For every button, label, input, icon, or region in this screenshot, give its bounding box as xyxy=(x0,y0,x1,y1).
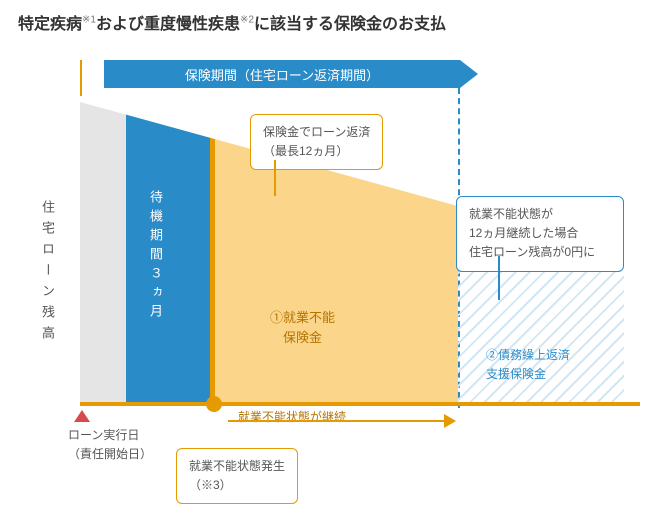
callout-repayment-1: 保険金でローン返済 xyxy=(263,125,370,139)
occurrence-label-2: （※3） xyxy=(189,478,232,492)
benefit-label-1: ①就業不能 xyxy=(270,310,335,325)
page-title: 特定疾病※1および重度慢性疾患※2に該当する保険金のお支払 xyxy=(18,10,628,34)
period-arrow-head xyxy=(460,60,478,88)
callout-repayment-2: （最長12ヵ月） xyxy=(263,144,348,158)
region-benefit-edge xyxy=(210,102,215,402)
title-sup1: ※1 xyxy=(82,15,96,26)
origin-label-2: （責任開始日） xyxy=(68,447,152,461)
occurrence-leader xyxy=(80,60,82,96)
payoff-label-1: ②債務繰上返済 xyxy=(486,348,570,362)
callout-zero-balance: 就業不能状態が 12ヵ月継続した場合 住宅ローン残高が0円に xyxy=(456,196,624,272)
occurrence-label-1: 就業不能状態発生 xyxy=(189,459,285,473)
payoff-region-label: ②債務繰上返済 支援保険金 xyxy=(486,346,570,384)
callout-occurrence: 就業不能状態発生 （※3） xyxy=(176,448,298,504)
region-waiting xyxy=(126,102,210,402)
period-bar-label: 保険期間（住宅ローン返済期間） xyxy=(185,65,379,84)
callout-repayment-leader xyxy=(274,160,276,196)
period-bar: 保険期間（住宅ローン返済期間） xyxy=(104,60,460,88)
origin-marker-icon xyxy=(74,410,90,422)
benefit-region-label: ①就業不能 保険金 xyxy=(270,308,335,347)
chart-area: 保険期間（住宅ローン返済期間） 住宅ローン残高 待機期間３ヵ月 ①就業不能 保険… xyxy=(80,60,625,480)
callout-repayment: 保険金でローン返済 （最長12ヵ月） xyxy=(250,114,383,170)
title-suffix: に該当する保険金のお支払 xyxy=(254,16,446,33)
page: 特定疾病※1および重度慢性疾患※2に該当する保険金のお支払 保険期間（住宅ローン… xyxy=(0,0,646,507)
callout-zero-3: 住宅ローン残高が0円に xyxy=(469,245,595,259)
payoff-label-2: 支援保険金 xyxy=(486,367,546,381)
origin-label-1: ローン実行日 xyxy=(68,428,139,442)
event-occurrence-dot xyxy=(206,396,222,412)
origin-label: ローン実行日 （責任開始日） xyxy=(68,426,152,464)
x-axis-baseline xyxy=(80,402,640,406)
waiting-period-label: 待機期間３ヵ月 xyxy=(146,190,165,323)
continuing-arrow-head xyxy=(444,414,456,428)
callout-zero-2: 12ヵ月継続した場合 xyxy=(469,226,578,240)
y-axis-label: 住宅ローン残高 xyxy=(38,200,57,347)
continuing-arrow-line xyxy=(228,420,444,422)
callout-zero-1: 就業不能状態が xyxy=(469,207,553,221)
title-sup2: ※2 xyxy=(240,15,254,26)
benefit-label-2: 保険金 xyxy=(283,330,322,345)
continuing-label: 就業不能状態が継続 xyxy=(238,408,346,425)
callout-zero-leader xyxy=(498,256,500,300)
title-prefix: 特定疾病 xyxy=(18,16,82,33)
region-grace xyxy=(80,102,126,402)
title-mid: および重度慢性疾患 xyxy=(96,16,240,33)
